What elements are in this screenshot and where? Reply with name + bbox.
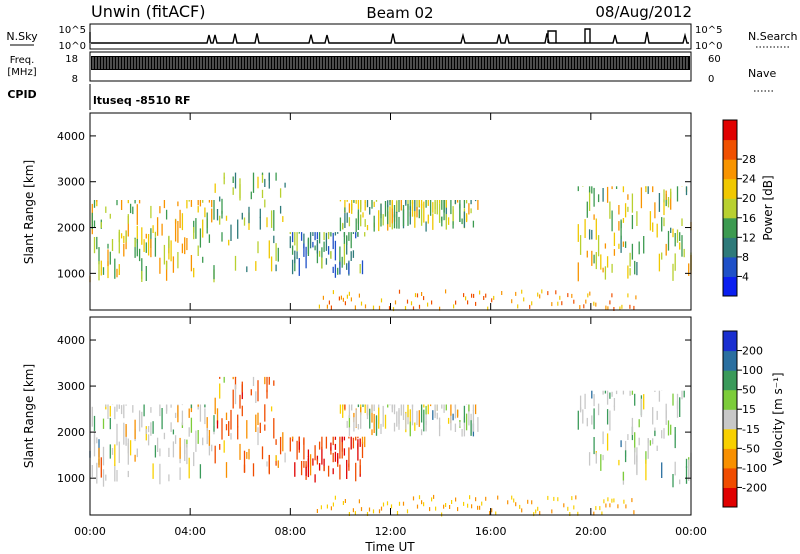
colorbar-tick-label: 28: [742, 153, 756, 166]
colorbar-swatch: [723, 198, 737, 219]
velocity-colorbar-swatches: [723, 331, 737, 508]
colorbar-tick-label: 16: [742, 212, 756, 225]
date-title: 08/Aug/2012: [595, 3, 692, 21]
nsky-trace: [89, 28, 689, 44]
colorbar-swatch: [723, 370, 737, 391]
nsearch-tick-bottom: 10^0: [695, 41, 722, 52]
nsky-tick-bottom: 10^0: [59, 41, 86, 52]
x-axis: 00:00 04:00 08:00 12:00 16:00 20:00 00:00: [74, 113, 707, 538]
power-colorbar-label: Power [dB]: [761, 175, 775, 240]
colorbar-swatch: [723, 217, 737, 238]
power-data: [89, 172, 692, 312]
velocity-colorbar-label: Velocity [m s⁻¹]: [771, 372, 785, 465]
y-tick-label: 4000: [57, 130, 85, 143]
colorbar-tick-label: 8: [742, 251, 749, 264]
y-tick-label: 3000: [57, 176, 85, 189]
x-tick-label: 08:00: [274, 525, 306, 538]
station-title: Unwin (fitACF): [91, 2, 205, 21]
x-axis-label: Time UT: [364, 540, 415, 554]
y-tick-label: 1000: [57, 472, 85, 485]
x-tick-label: 12:00: [375, 525, 407, 538]
colorbar-tick-label: -200: [742, 481, 767, 494]
colorbar-swatch: [723, 256, 737, 277]
nave-label: Nave: [748, 67, 776, 80]
power-panel: 1000 2000 3000 4000 Slant Range [km]: [22, 112, 692, 312]
colorbar-swatch: [723, 467, 737, 488]
y-tick-label: 2000: [57, 222, 85, 235]
cpid-strip: CPID ltuseq -8510 RF: [7, 84, 191, 110]
x-tick-label: 16:00: [475, 525, 507, 538]
colorbar-swatch: [723, 389, 737, 410]
colorbar-tick-label: 50: [742, 384, 756, 397]
freq-tick-top: 18: [65, 54, 78, 65]
y-tick-label: 4000: [57, 334, 85, 347]
velocity-colorbar: -200 -100 -50 -15 15 50 100 200 Velocity [m s⁻¹…: [722, 330, 785, 508]
colorbar-tick-label: 4: [742, 270, 749, 283]
colorbar-swatch: [723, 120, 737, 141]
x-tick-label: 04:00: [174, 525, 206, 538]
nsky-label: N.Sky: [6, 30, 38, 43]
colorbar-swatch: [723, 428, 737, 449]
nsky-tick-top: 10^5: [59, 25, 86, 36]
colorbar-swatch: [723, 159, 737, 180]
colorbar-tick-label: -100: [742, 462, 767, 475]
beam-title: Beam 02: [366, 4, 433, 22]
y-tick-label: 3000: [57, 380, 85, 393]
power-ylabel: Slant Range [km]: [22, 160, 36, 264]
colorbar-swatch: [723, 331, 737, 352]
power-colorbar: 4 8 12 16 20 24 28 Power [dB]: [722, 119, 775, 297]
x-tick-label: 00:00: [675, 525, 707, 538]
colorbar-tick-label: 12: [742, 231, 756, 244]
colorbar-swatch: [723, 178, 737, 199]
colorbar-swatch: [723, 448, 737, 469]
colorbar-swatch: [723, 487, 737, 508]
cpid-label: CPID: [7, 88, 36, 101]
cpid-text: ltuseq -8510 RF: [93, 94, 191, 107]
y-tick-label: 1000: [57, 267, 85, 280]
colorbar-tick-label: -50: [742, 442, 760, 455]
nave-tick-bottom: 0: [708, 74, 714, 85]
power-colorbar-swatches: [723, 120, 737, 297]
x-tick-label: 00:00: [74, 525, 106, 538]
x-tick-label: 20:00: [575, 525, 607, 538]
colorbar-swatch: [723, 409, 737, 430]
velocity-ylabel: Slant Range [km]: [22, 364, 36, 468]
power-colorbar-ticks: 4 8 12 16 20 24 28: [737, 153, 756, 283]
freq-label-2: [MHz]: [7, 67, 36, 78]
colorbar-tick-label: -15: [742, 423, 760, 436]
nsky-strip: N.Sky 10^5 10^0 10^5 10^0 N.Search: [6, 23, 798, 52]
colorbar-swatch: [723, 139, 737, 160]
colorbar-swatch: [723, 350, 737, 371]
freq-label-1: Freq.: [10, 55, 35, 66]
power-yticks: 1000 2000 3000 4000: [57, 130, 691, 280]
y-tick-label: 2000: [57, 426, 85, 439]
velocity-frame: [89, 316, 692, 516]
velocity-colorbar-ticks: -200 -100 -50 -15 15 50 100 200: [737, 345, 767, 494]
colorbar-swatch: [723, 276, 737, 297]
velocity-data: [89, 376, 692, 517]
colorbar-tick-label: 20: [742, 192, 756, 205]
colorbar-tick-label: 200: [742, 345, 763, 358]
velocity-yticks: 1000 2000 3000 4000: [57, 334, 691, 485]
colorbar-tick-label: 15: [742, 403, 756, 416]
nave-tick-top: 60: [708, 54, 721, 65]
colorbar-tick-label: 24: [742, 173, 756, 186]
colorbar-swatch: [723, 237, 737, 258]
freq-tick-bottom: 8: [72, 74, 78, 85]
nsearch-tick-top: 10^5: [695, 25, 722, 36]
colorbar-tick-label: 100: [742, 364, 763, 377]
freq-strip: Freq. [MHz] 18 8 60 0 Nave: [7, 51, 776, 92]
velocity-panel: 1000 2000 3000 4000 Slant Range [km]: [22, 316, 692, 517]
freq-trace-gaps: [92, 57, 688, 69]
nsearch-label: N.Search: [748, 30, 798, 43]
